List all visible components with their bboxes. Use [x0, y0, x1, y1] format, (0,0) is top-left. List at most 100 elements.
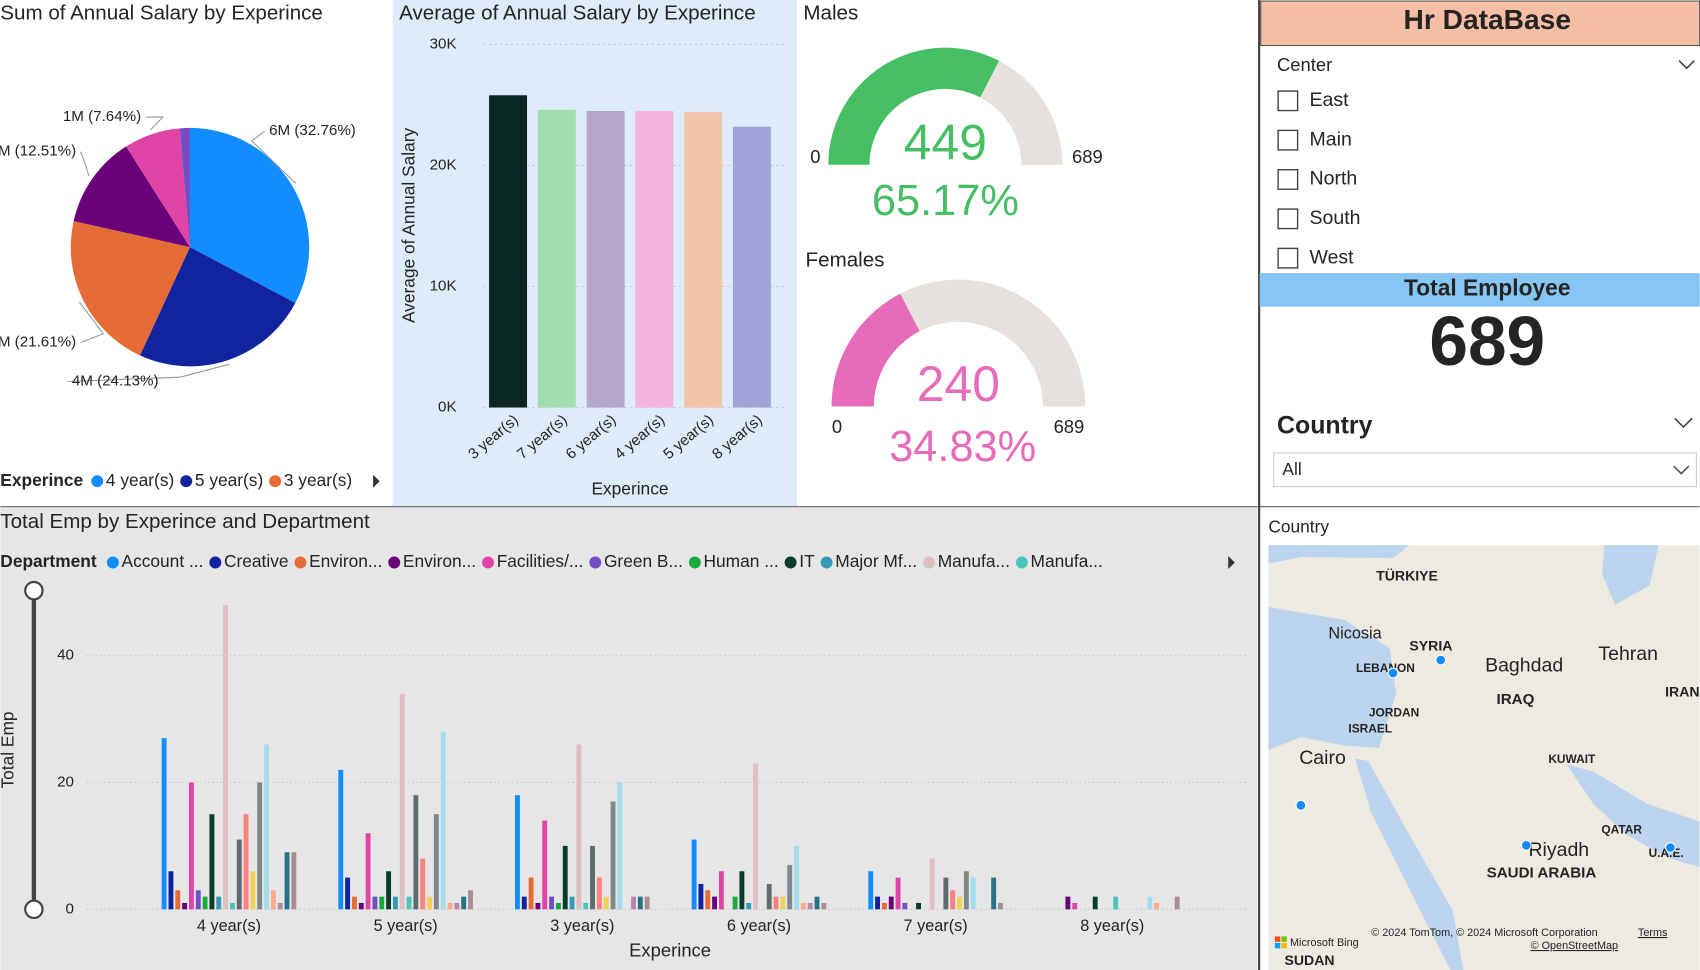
bar[interactable]	[957, 896, 962, 910]
bar[interactable]	[950, 890, 956, 910]
bar[interactable]	[236, 839, 242, 910]
bar[interactable]	[635, 110, 674, 408]
legend-label[interactable]: Facilities/...	[497, 551, 584, 571]
bar[interactable]	[631, 896, 636, 910]
legend-label[interactable]: 5 year(s)	[195, 470, 263, 490]
chevron[interactable]	[1678, 60, 1695, 70]
bar[interactable]	[821, 902, 827, 910]
legend-swatch[interactable]	[688, 556, 701, 569]
legend-swatch[interactable]	[180, 475, 193, 488]
bar[interactable]	[461, 896, 467, 910]
bar[interactable]	[807, 902, 813, 910]
bar[interactable]	[970, 877, 976, 910]
slicer-option[interactable]: Main	[1310, 128, 1352, 150]
bar[interactable]	[610, 801, 616, 910]
bar[interactable]	[542, 820, 548, 910]
slicer-option[interactable]: East	[1310, 89, 1350, 111]
map-terms[interactable]: Terms	[1638, 927, 1668, 939]
legend-label[interactable]: Manufa...	[938, 551, 1010, 571]
bar[interactable]	[386, 871, 392, 910]
map-bubble[interactable]	[1295, 799, 1307, 811]
bar[interactable]	[943, 877, 949, 910]
map[interactable]: TÜRKIYE Nicosia SYRIA LEBANON Baghdad Tehran I…	[1268, 545, 1700, 970]
bar[interactable]	[583, 902, 589, 910]
bar[interactable]	[888, 896, 894, 910]
bar[interactable]	[284, 852, 290, 910]
legend-swatch[interactable]	[589, 556, 602, 569]
legend-swatch[interactable]	[482, 556, 494, 569]
bar[interactable]	[535, 902, 541, 910]
bar[interactable]	[521, 896, 527, 910]
bar[interactable]	[732, 896, 738, 910]
bar[interactable]	[291, 852, 297, 910]
bar[interactable]	[392, 896, 398, 910]
bar[interactable]	[1072, 902, 1078, 910]
bar[interactable]	[773, 896, 779, 910]
bar[interactable]	[358, 902, 364, 910]
bar[interactable]	[528, 877, 534, 910]
bar[interactable]	[881, 902, 887, 910]
bar[interactable]	[447, 902, 453, 910]
bar[interactable]	[182, 902, 188, 910]
bar[interactable]	[1147, 896, 1153, 910]
legend-swatch[interactable]	[923, 556, 935, 569]
bar[interactable]	[549, 896, 555, 910]
checkbox[interactable]	[1277, 90, 1299, 112]
bar[interactable]	[223, 604, 229, 910]
chevron[interactable]	[1673, 465, 1690, 475]
bar[interactable]	[800, 902, 806, 910]
bar[interactable]	[691, 839, 697, 910]
bar[interactable]	[603, 896, 609, 910]
bar[interactable]	[562, 845, 568, 910]
bar[interactable]	[420, 858, 426, 910]
bar[interactable]	[684, 112, 723, 408]
legend-swatch[interactable]	[294, 556, 307, 569]
bar[interactable]	[537, 109, 576, 408]
bar[interactable]	[195, 890, 201, 910]
bar[interactable]	[277, 902, 283, 910]
bar[interactable]	[440, 731, 446, 910]
gauge-value[interactable]	[831, 293, 920, 407]
bar[interactable]	[372, 896, 378, 910]
bar[interactable]	[868, 871, 874, 910]
bar[interactable]	[875, 896, 881, 910]
bar[interactable]	[916, 902, 921, 910]
bar[interactable]	[753, 763, 758, 910]
legend-label[interactable]: Major Mf...	[835, 551, 917, 571]
legend-label[interactable]: Environ...	[403, 551, 476, 571]
legend-label[interactable]: 4 year(s)	[106, 470, 174, 490]
bar[interactable]	[787, 864, 793, 910]
bar[interactable]	[514, 795, 520, 910]
bar[interactable]	[202, 896, 208, 910]
bar[interactable]	[264, 744, 269, 910]
legend-label[interactable]: Green B...	[604, 551, 683, 571]
legend-swatch[interactable]	[91, 475, 104, 488]
bar[interactable]	[902, 902, 908, 910]
legend-label[interactable]: Human ...	[704, 551, 779, 571]
bar[interactable]	[705, 890, 711, 910]
bar[interactable]	[586, 110, 625, 408]
legend-label[interactable]: 3 year(s)	[284, 470, 352, 490]
legend-label[interactable]: Account ...	[122, 551, 204, 571]
bar[interactable]	[209, 814, 215, 910]
dropdown[interactable]	[1273, 452, 1697, 488]
bar[interactable]	[216, 896, 222, 910]
bar[interactable]	[739, 871, 745, 910]
bar[interactable]	[406, 896, 412, 910]
legend-label[interactable]: Manufa...	[1031, 551, 1103, 571]
bar[interactable]	[617, 782, 623, 910]
legend-swatch[interactable]	[1015, 556, 1028, 569]
map-bubble[interactable]	[1665, 842, 1676, 853]
bar[interactable]	[229, 902, 235, 910]
chevron[interactable]	[1674, 417, 1693, 429]
bar[interactable]	[243, 814, 249, 910]
legend-swatch[interactable]	[269, 475, 282, 488]
bar[interactable]	[576, 744, 582, 910]
bar[interactable]	[1065, 896, 1071, 910]
map-osm[interactable]: © OpenStreetMap	[1531, 940, 1618, 952]
bar[interactable]	[250, 871, 256, 910]
map-bubble[interactable]	[1387, 667, 1399, 679]
legend-label[interactable]: IT	[799, 551, 815, 571]
legend-arrow[interactable]	[1228, 555, 1235, 569]
slicer-option[interactable]: South	[1310, 207, 1361, 229]
